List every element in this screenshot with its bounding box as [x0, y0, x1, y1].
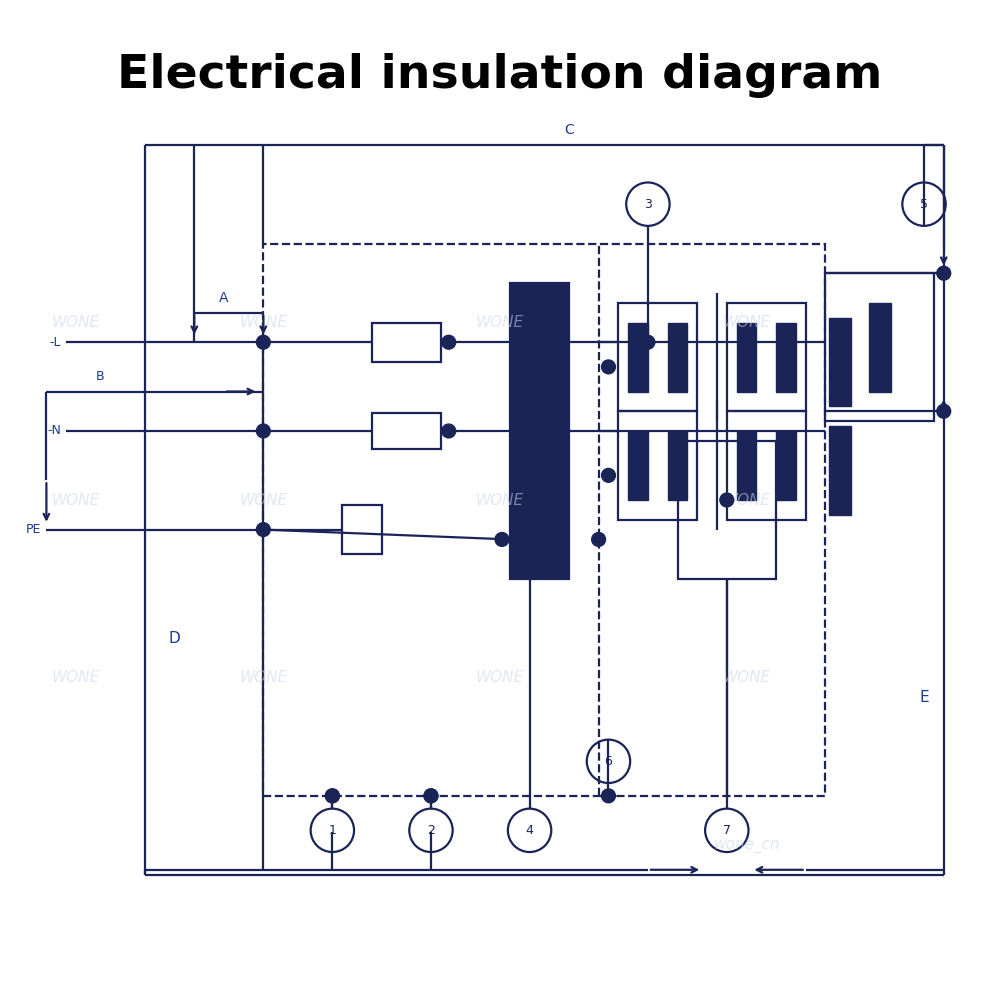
- Bar: [510, 283, 569, 579]
- Text: WONE: WONE: [239, 493, 287, 508]
- Bar: [869, 303, 891, 392]
- Bar: [737, 431, 756, 500]
- Text: 1: 1: [328, 824, 336, 837]
- Text: 5: 5: [920, 198, 928, 211]
- Text: Electrical insulation diagram: Electrical insulation diagram: [117, 53, 883, 98]
- Bar: [342, 505, 382, 554]
- Bar: [372, 413, 441, 449]
- Text: B: B: [96, 370, 104, 383]
- Bar: [825, 273, 934, 421]
- Text: -L: -L: [50, 336, 61, 349]
- Circle shape: [256, 523, 270, 536]
- Text: WONE: WONE: [239, 315, 287, 330]
- Text: WONE: WONE: [52, 315, 100, 330]
- Circle shape: [424, 789, 438, 803]
- Bar: [678, 441, 776, 579]
- Bar: [727, 411, 806, 520]
- Text: -N: -N: [47, 424, 61, 437]
- Circle shape: [256, 335, 270, 349]
- Text: D: D: [169, 631, 180, 646]
- Text: WONE: WONE: [52, 670, 100, 685]
- Bar: [829, 318, 851, 406]
- Text: WONE: WONE: [722, 493, 771, 508]
- Text: WONE: WONE: [52, 493, 100, 508]
- Circle shape: [424, 789, 438, 803]
- Text: C: C: [564, 123, 574, 137]
- Text: WONE: WONE: [476, 315, 524, 330]
- Circle shape: [602, 789, 615, 803]
- Circle shape: [641, 335, 655, 349]
- Bar: [668, 431, 687, 500]
- Bar: [776, 322, 796, 392]
- Text: wone_cn: wone_cn: [713, 838, 780, 853]
- Circle shape: [256, 424, 270, 438]
- Text: 6: 6: [605, 755, 612, 768]
- Text: PE: PE: [26, 523, 41, 536]
- Text: WONE: WONE: [476, 670, 524, 685]
- Bar: [737, 322, 756, 392]
- Text: 3: 3: [644, 198, 652, 211]
- Circle shape: [442, 424, 456, 438]
- Text: WONE: WONE: [722, 315, 771, 330]
- Bar: [618, 303, 697, 411]
- Bar: [776, 431, 796, 500]
- Circle shape: [442, 335, 456, 349]
- Circle shape: [602, 360, 615, 374]
- Bar: [263, 244, 825, 796]
- Bar: [372, 322, 441, 362]
- Circle shape: [325, 789, 339, 803]
- Bar: [628, 322, 648, 392]
- Text: E: E: [919, 690, 929, 705]
- Circle shape: [495, 533, 509, 546]
- Circle shape: [523, 335, 536, 349]
- Circle shape: [937, 404, 951, 418]
- Bar: [727, 303, 806, 411]
- Bar: [618, 411, 697, 520]
- Circle shape: [720, 493, 734, 507]
- Bar: [668, 322, 687, 392]
- Circle shape: [592, 533, 606, 546]
- Circle shape: [937, 266, 951, 280]
- Text: A: A: [219, 291, 229, 305]
- Circle shape: [325, 789, 339, 803]
- Text: WONE: WONE: [239, 670, 287, 685]
- Circle shape: [602, 468, 615, 482]
- Text: 7: 7: [723, 824, 731, 837]
- Text: WONE: WONE: [476, 493, 524, 508]
- Text: WONE: WONE: [722, 670, 771, 685]
- Text: 2: 2: [427, 824, 435, 837]
- Bar: [628, 431, 648, 500]
- Bar: [829, 426, 851, 515]
- Text: 4: 4: [526, 824, 534, 837]
